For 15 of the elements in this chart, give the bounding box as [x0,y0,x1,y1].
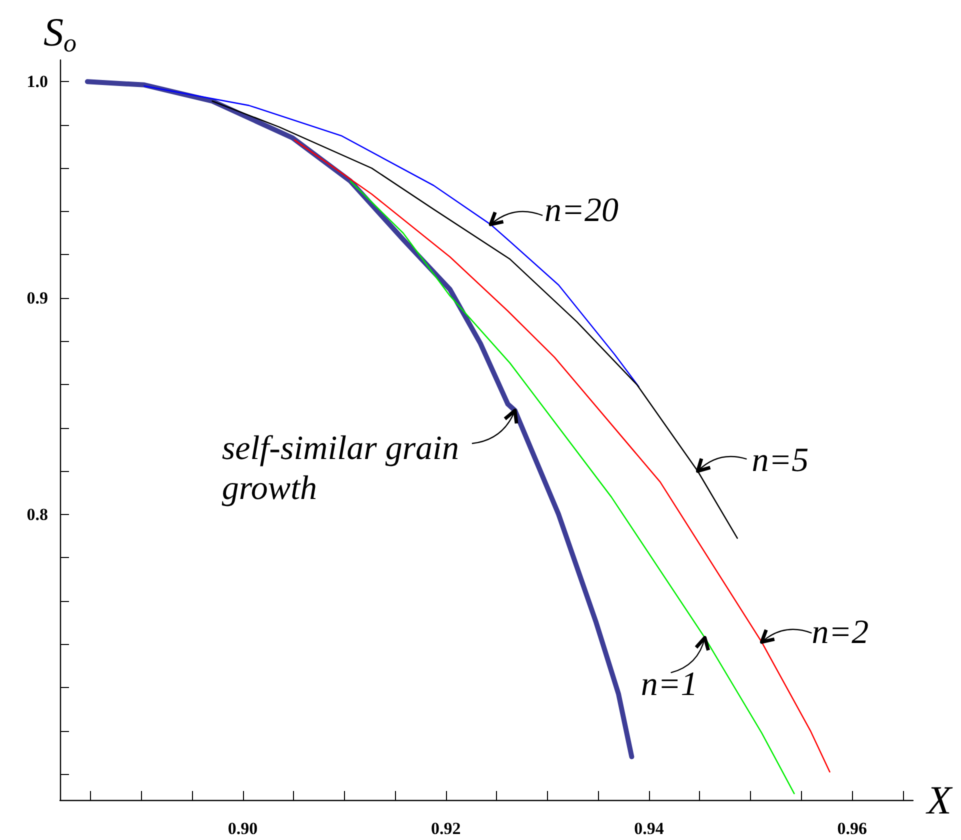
x-axis-title: X [925,778,953,822]
annotation: self-similar grain growth [222,428,460,509]
annotation: n=2 [812,613,869,654]
annotation: n=20 [544,191,618,232]
x-tick-label: 0.90 [228,819,258,838]
y-tick-label: 0.9 [26,288,48,308]
x-tick-label: 0.96 [837,819,867,838]
line-series [212,100,738,539]
x-tick-label: 0.94 [634,819,664,838]
x-tick-label: 0.92 [431,819,461,838]
line-series [144,85,640,388]
annotation: n=5 [752,441,809,482]
annotation: n=1 [640,664,698,705]
y-tick-label: 1.0 [26,72,48,92]
y-tick-label: 0.8 [26,504,48,524]
